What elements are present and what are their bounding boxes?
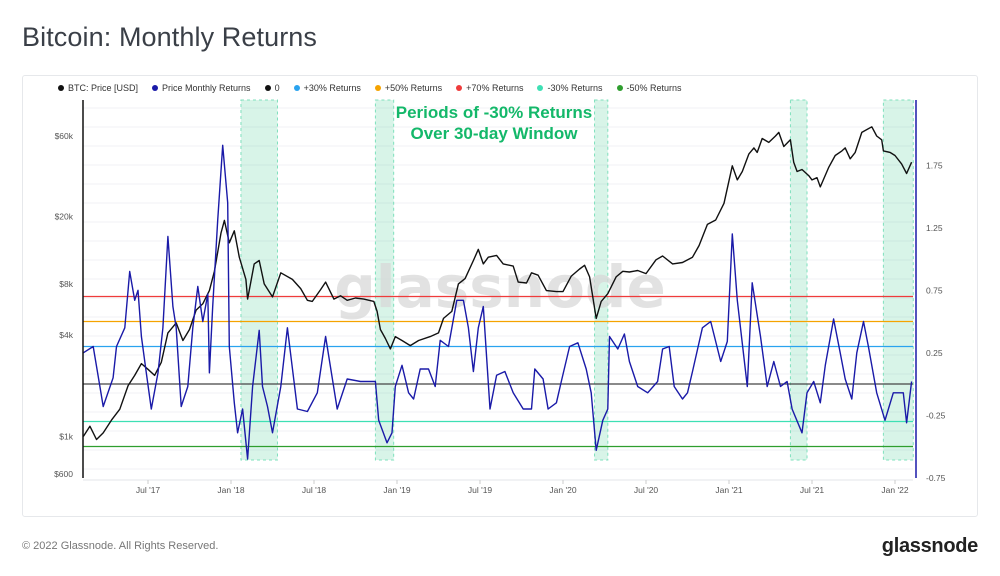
axes: $60k $20k $8k $4k $1k $600 1.75 1.25 0.75 0.25 -0.… xyxy=(54,100,946,495)
x-tick-label: Jul '20 xyxy=(634,485,659,495)
legend-label: +50% Returns xyxy=(384,83,443,93)
x-tick-label: Jan '18 xyxy=(217,485,244,495)
legend-item-plus50[interactable]: +50% Returns xyxy=(374,83,443,93)
legend-label: -50% Returns xyxy=(626,83,682,93)
legend-item-monthly-returns[interactable]: Price Monthly Returns xyxy=(152,83,251,93)
legend-dot-icon xyxy=(293,85,300,91)
legend-dot-icon xyxy=(264,85,271,91)
right-tick-label: -0.25 xyxy=(926,410,946,420)
right-tick-label: 0.25 xyxy=(926,348,943,358)
left-tick-label: $20k xyxy=(55,212,74,222)
legend-dot-icon xyxy=(537,85,544,91)
annotation-line-2: Over 30-day Window xyxy=(410,124,578,143)
x-tick-label: Jan '22 xyxy=(881,485,908,495)
highlight-band xyxy=(240,99,278,461)
glassnode-logo: glassnode xyxy=(881,535,979,557)
right-tick-label: 1.25 xyxy=(926,223,943,233)
legend: BTC: Price [USD] Price Monthly Returns 0… xyxy=(58,83,682,93)
watermark: glassnode xyxy=(334,253,666,321)
left-tick-label: $8k xyxy=(59,279,73,289)
annotation-line-1: Periods of -30% Returns xyxy=(396,103,593,122)
legend-item-minus30[interactable]: -30% Returns xyxy=(537,83,603,93)
copyright: © 2022 Glassnode. All Rights Reserved. xyxy=(22,540,219,552)
legend-item-zero[interactable]: 0 xyxy=(264,83,280,93)
returns-line xyxy=(82,144,913,460)
x-tick-label: Jul '21 xyxy=(800,485,825,495)
x-tick-label: Jan '21 xyxy=(715,485,742,495)
threshold-lines xyxy=(83,295,913,448)
x-tick-label: Jan '19 xyxy=(383,485,410,495)
legend-item-plus30[interactable]: +30% Returns xyxy=(293,83,361,93)
annotation: Periods of -30% Returns Over 30-day Wind… xyxy=(396,103,593,143)
legend-dot-icon xyxy=(456,85,463,91)
legend-label: BTC: Price [USD] xyxy=(68,83,139,93)
series-lines xyxy=(82,126,913,460)
legend-label: +70% Returns xyxy=(466,83,524,93)
legend-label: Price Monthly Returns xyxy=(162,83,251,93)
legend-label: +30% Returns xyxy=(303,83,361,93)
legend-label: -30% Returns xyxy=(547,83,603,93)
left-tick-label: $600 xyxy=(54,469,73,479)
page-title: Bitcoin: Monthly Returns xyxy=(22,22,318,52)
legend-dot-icon xyxy=(374,85,381,91)
legend-dot-icon xyxy=(58,85,64,91)
x-tick-label: Jan '20 xyxy=(549,485,576,495)
highlight-bands xyxy=(240,99,914,461)
chart-card xyxy=(22,75,978,517)
right-tick-label: 1.75 xyxy=(926,160,943,170)
highlight-band xyxy=(594,99,609,461)
legend-item-btc-price[interactable]: BTC: Price [USD] xyxy=(58,83,138,93)
right-tick-label: 0.75 xyxy=(926,285,943,295)
legend-item-minus50[interactable]: -50% Returns xyxy=(616,83,682,93)
legend-dot-icon xyxy=(152,85,159,91)
left-tick-label: $60k xyxy=(55,131,74,141)
x-tick-label: Jul '19 xyxy=(468,485,493,495)
legend-dot-icon xyxy=(616,85,623,91)
highlight-band xyxy=(374,99,395,461)
legend-item-plus70[interactable]: +70% Returns xyxy=(456,83,523,93)
gridlines xyxy=(83,107,913,470)
x-tick-label: Jul '17 xyxy=(136,485,161,495)
x-tick-label: Jul '18 xyxy=(302,485,327,495)
highlight-band xyxy=(789,99,808,461)
left-tick-label: $4k xyxy=(59,330,73,340)
price-line xyxy=(82,126,913,441)
right-tick-label: -0.75 xyxy=(926,473,946,483)
left-tick-label: $1k xyxy=(59,432,73,442)
legend-label: 0 xyxy=(274,83,280,93)
